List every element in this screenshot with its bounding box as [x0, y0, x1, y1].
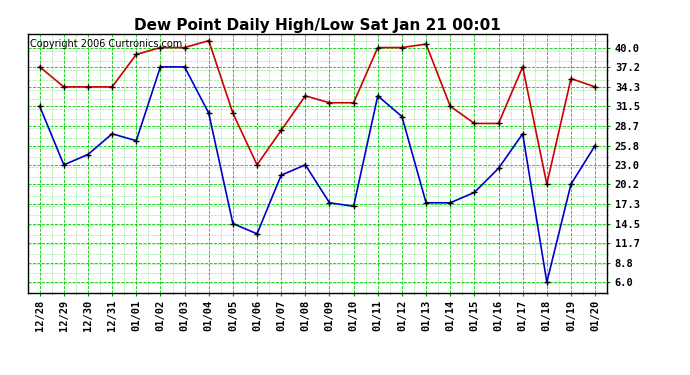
- Text: Copyright 2006 Curtronics.com: Copyright 2006 Curtronics.com: [30, 39, 183, 49]
- Title: Dew Point Daily High/Low Sat Jan 21 00:01: Dew Point Daily High/Low Sat Jan 21 00:0…: [134, 18, 501, 33]
